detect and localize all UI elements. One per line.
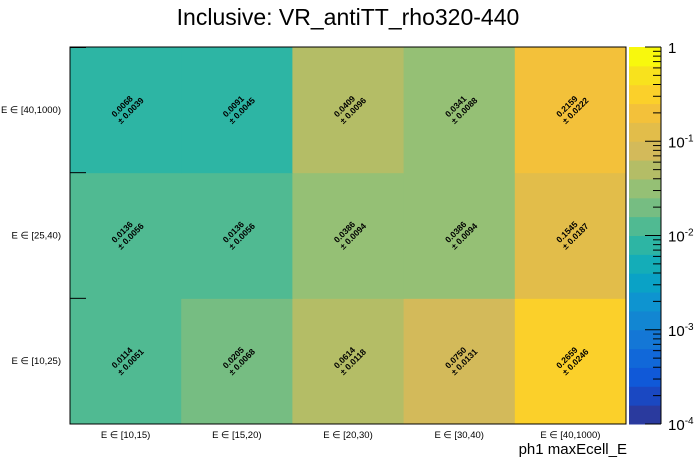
heatmap-cell — [292, 47, 405, 174]
heatmap-cell — [514, 47, 627, 174]
heatmap-cell — [181, 172, 293, 299]
chart-title: Inclusive: VR_antiTT_rho320-440 — [176, 4, 520, 30]
x-tick-label: E ∈ [40,1000) — [540, 430, 600, 441]
heatmap-cell — [181, 47, 293, 174]
heatmap-cell — [403, 172, 516, 299]
y-tick-label: E ∈ [25,40) — [12, 231, 61, 242]
colorbar-tick-label: 10-4 — [668, 416, 694, 434]
colorbar-band — [629, 122, 661, 142]
colorbar-band — [629, 235, 661, 255]
colorbar-tick-label: 1 — [668, 40, 676, 57]
colorbar-band — [629, 84, 661, 105]
heatmap-cell — [403, 298, 516, 425]
colorbar-band — [629, 367, 661, 387]
colorbar-band — [629, 103, 661, 123]
heatmap-cell — [181, 298, 293, 425]
x-tick-label: E ∈ [15,20) — [212, 430, 261, 441]
colorbar-band — [629, 141, 661, 161]
colorbar-band — [629, 65, 661, 86]
colorbar-band — [629, 160, 661, 180]
colorbar-band — [629, 329, 661, 350]
plot-frame — [69, 46, 627, 425]
colorbar-band — [629, 405, 661, 425]
x-tick-label: E ∈ [20,30) — [323, 430, 372, 441]
heatmap-cell — [70, 298, 182, 425]
colorbar-band — [629, 178, 661, 199]
x-axis-title: ph1 maxEcell_E — [518, 441, 627, 458]
heatmap-cell — [514, 172, 627, 299]
colorbar-band — [629, 348, 661, 368]
x-tick-label: E ∈ [10,15) — [101, 430, 150, 441]
heatmap-cell — [70, 172, 182, 299]
heatmap-cell — [403, 47, 516, 174]
y-tick-label: E ∈ [40,1000) — [1, 105, 61, 116]
heatmap-cell — [292, 172, 405, 299]
colorbar-tick-label: 10-3 — [668, 322, 694, 340]
heatmap-cell — [292, 298, 405, 425]
heatmap-cell — [70, 47, 182, 174]
colorbar-tick-label: 10-1 — [668, 133, 694, 151]
colorbar-band — [629, 254, 661, 274]
heatmap-cell — [514, 298, 627, 425]
colorbar-band — [629, 47, 661, 67]
x-tick-label: E ∈ [30,40) — [434, 430, 483, 441]
colorbar-band — [629, 292, 661, 312]
colorbar-band — [629, 273, 661, 293]
colorbar-band — [629, 310, 661, 331]
colorbar-band — [629, 216, 661, 236]
colorbar-tick-label: 10-2 — [668, 228, 694, 246]
colorbar-band — [629, 197, 661, 218]
colorbar-band — [629, 386, 661, 406]
y-tick-label: E ∈ [10,25) — [12, 356, 61, 367]
